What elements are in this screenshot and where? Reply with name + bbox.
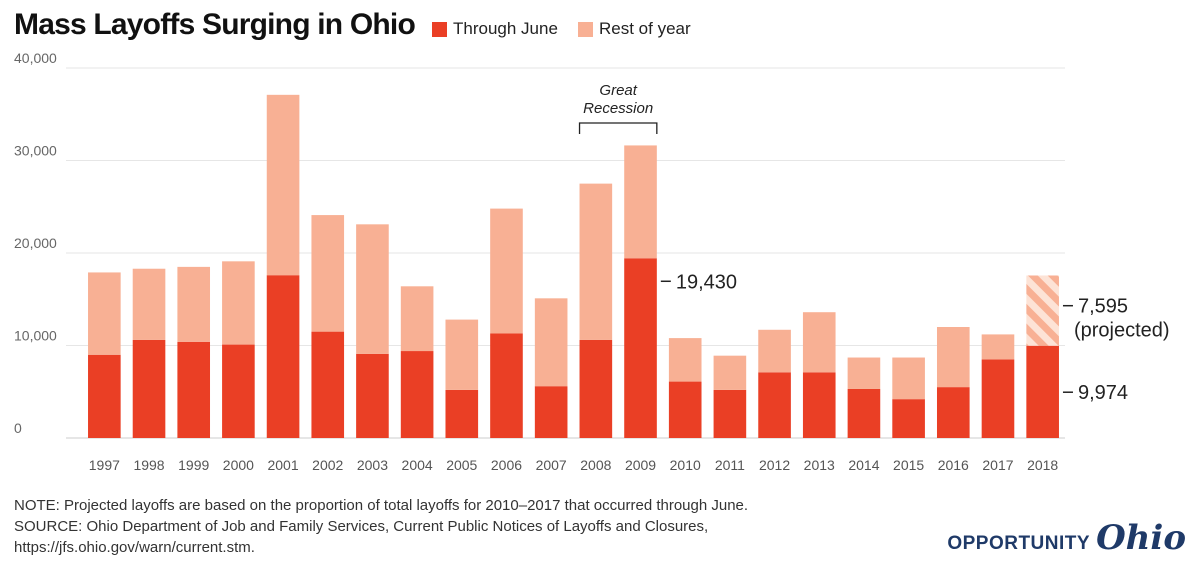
bar-rest-of-year-2015 [892, 357, 925, 400]
bar-rest-of-year-2012 [758, 329, 791, 373]
x-tick-label-2009: 2009 [625, 457, 656, 473]
x-tick-label-1998: 1998 [133, 457, 164, 473]
bar-rest-of-year-2002 [311, 215, 345, 332]
source-text: SOURCE: Ohio Department of Job and Famil… [14, 518, 709, 535]
brand-word: OPPORTUNITY [947, 533, 1091, 554]
bar-through-june-2003 [356, 353, 389, 438]
bar-through-june-2004 [400, 351, 434, 438]
bar-through-june-2017 [981, 359, 1015, 438]
source-url: https://jfs.ohio.gov/warn/current.stm. [14, 539, 255, 556]
bar-chart: 0 10,000 20,000 30,000 40,000 1997 1998 1999 200… [14, 50, 1170, 473]
value-2018-projected-note: (projected) [1074, 320, 1170, 342]
y-tick-label-10000: 10,000 [14, 328, 57, 344]
bar-through-june-2006 [490, 333, 523, 438]
bar-through-june-2013 [802, 372, 836, 438]
bar-through-june-1998 [132, 339, 166, 438]
bar-through-june-2009 [624, 258, 657, 438]
bar-rest-of-year-2013 [802, 312, 836, 373]
bar-through-june-2002 [311, 331, 345, 438]
bar-rest-of-year-2014 [847, 357, 881, 389]
y-tick-label-40000: 40,000 [14, 50, 57, 66]
y-tick-label-30000: 30,000 [14, 143, 57, 159]
x-tick-label-2006: 2006 [491, 457, 522, 473]
x-tick-label-2015: 2015 [893, 457, 924, 473]
bar-rest-of-year-2009 [624, 145, 657, 259]
bar-through-june-1997 [88, 354, 121, 438]
value-2018-june-label: 9,974 [1078, 382, 1128, 404]
x-tick-label-2011: 2011 [715, 457, 745, 473]
bar-through-june-2012 [758, 372, 791, 438]
x-tick-label-2003: 2003 [357, 457, 388, 473]
bar-through-june-2001 [266, 275, 300, 438]
bar-rest-of-year-2018 [1026, 275, 1059, 346]
bar-through-june-2005 [445, 389, 479, 438]
bar-rest-of-year-2007 [534, 298, 568, 387]
legend-label-rest-of-year: Rest of year [599, 19, 691, 38]
x-tick-label-2008: 2008 [580, 457, 611, 473]
chart-title: Mass Layoffs Surging in Ohio [14, 8, 416, 41]
bar-rest-of-year-2005 [445, 319, 479, 390]
bar-rest-of-year-2006 [490, 208, 523, 334]
brand-script: Ohio [1096, 518, 1186, 558]
legend-swatch-rest-of-year [578, 21, 593, 37]
bar-through-june-1999 [177, 341, 211, 438]
legend-item-through-june: Through June [432, 19, 558, 39]
bar-rest-of-year-1998 [132, 268, 166, 340]
bar-rest-of-year-2004 [400, 286, 434, 352]
recession-bracket [578, 122, 658, 134]
value-2018-projected-label: 7,595 [1078, 296, 1128, 318]
recession-label-line1: Great [599, 82, 637, 99]
x-tick-label-2016: 2016 [938, 457, 969, 473]
bar-rest-of-year-2017 [981, 334, 1015, 360]
bar-rest-of-year-1999 [177, 266, 211, 342]
brand-logo: OPPORTUNITY Ohio [947, 518, 1186, 558]
x-tick-label-2005: 2005 [446, 457, 477, 473]
x-tick-label-2017: 2017 [982, 457, 1013, 473]
bar-through-june-2008 [579, 339, 613, 438]
bar-rest-of-year-2003 [356, 224, 389, 354]
x-tick-label-2018: 2018 [1027, 457, 1058, 473]
x-tick-label-2012: 2012 [759, 457, 790, 473]
bar-through-june-2010 [668, 381, 702, 438]
bar-through-june-2015 [892, 399, 925, 438]
x-tick-label-2013: 2013 [804, 457, 835, 473]
x-tick-label-2000: 2000 [223, 457, 254, 473]
bar-rest-of-year-1997 [88, 272, 121, 355]
legend-item-rest-of-year: Rest of year [578, 19, 691, 39]
bar-rest-of-year-2001 [266, 94, 300, 276]
x-tick-label-2002: 2002 [312, 457, 343, 473]
x-tick-label-2010: 2010 [670, 457, 701, 473]
y-tick-label-0: 0 [14, 420, 22, 436]
note-text: NOTE: Projected layoffs are based on the… [14, 497, 749, 514]
bar-through-june-2014 [847, 388, 881, 438]
x-tick-label-2014: 2014 [848, 457, 879, 473]
x-tick-label-1997: 1997 [89, 457, 120, 473]
x-tick-label-1999: 1999 [178, 457, 209, 473]
bar-rest-of-year-2000 [222, 261, 255, 345]
recession-label-line2: Recession [583, 100, 653, 117]
bar-through-june-2007 [534, 386, 568, 438]
bar-through-june-2011 [713, 389, 747, 438]
y-tick-label-20000: 20,000 [14, 235, 57, 251]
legend-label-through-june: Through June [453, 19, 558, 38]
x-tick-label-2001: 2001 [267, 457, 298, 473]
bar-through-june-2018 [1026, 345, 1059, 438]
bar-rest-of-year-2011 [713, 355, 747, 390]
value-2009-label: 19,430 [676, 271, 737, 293]
x-tick-label-2007: 2007 [536, 457, 567, 473]
footnotes: NOTE: Projected layoffs are based on the… [14, 495, 748, 558]
bar-rest-of-year-2016 [936, 327, 970, 388]
bar-rest-of-year-2008 [579, 183, 613, 340]
bar-through-june-2000 [222, 344, 255, 438]
legend-swatch-through-june [432, 21, 447, 37]
bar-through-june-2016 [936, 387, 970, 438]
x-tick-label-2004: 2004 [402, 457, 433, 473]
bar-rest-of-year-2010 [668, 338, 702, 382]
